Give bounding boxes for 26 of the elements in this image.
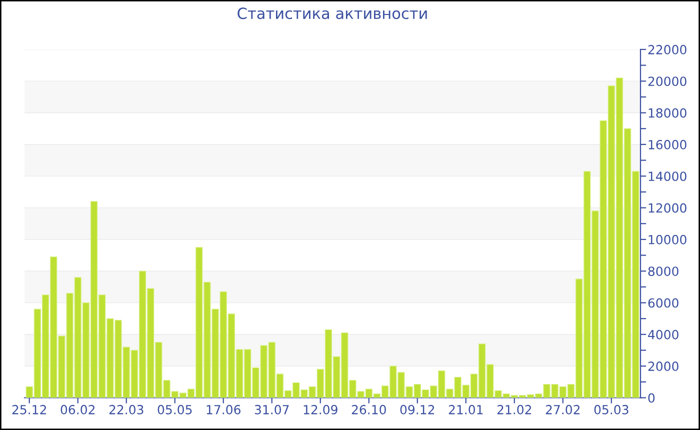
- y-tick-label: 8000: [648, 266, 678, 276]
- y-tick-label: 0: [648, 393, 655, 403]
- y-tick-label: 22000: [648, 44, 686, 54]
- x-tick-label: 26.10: [352, 404, 386, 414]
- y-tick-label: 14000: [648, 172, 686, 182]
- x-tick-label: 06.02: [60, 404, 94, 414]
- y-tick-label: 6000: [648, 298, 678, 308]
- x-tick-label: 31.07: [254, 404, 289, 414]
- y-tick-label: 20000: [648, 76, 686, 86]
- y-tick-label: 10000: [648, 234, 686, 244]
- x-tick-label: 22.03: [109, 404, 144, 414]
- x-tick-label: 12.09: [304, 404, 338, 414]
- x-tick-label: 21.02: [497, 404, 532, 414]
- x-tick-label: 09.12: [400, 404, 434, 414]
- chart-title: Статистика активности: [238, 8, 427, 20]
- x-tick-label: 05.03: [594, 404, 628, 414]
- x-tick-label: 27.02: [546, 404, 580, 414]
- x-tick-label: 05.05: [158, 404, 192, 414]
- x-tick-label: 25.12: [12, 404, 46, 414]
- y-tick-label: 18000: [648, 108, 686, 118]
- y-tick-label: 16000: [648, 140, 686, 150]
- y-tick-label: 12000: [648, 203, 686, 213]
- y-tick-label: 4000: [648, 330, 678, 340]
- y-tick-label: 2000: [648, 362, 678, 372]
- x-tick-label: 17.06: [206, 404, 240, 414]
- x-tick-label: 21.01: [448, 404, 483, 414]
